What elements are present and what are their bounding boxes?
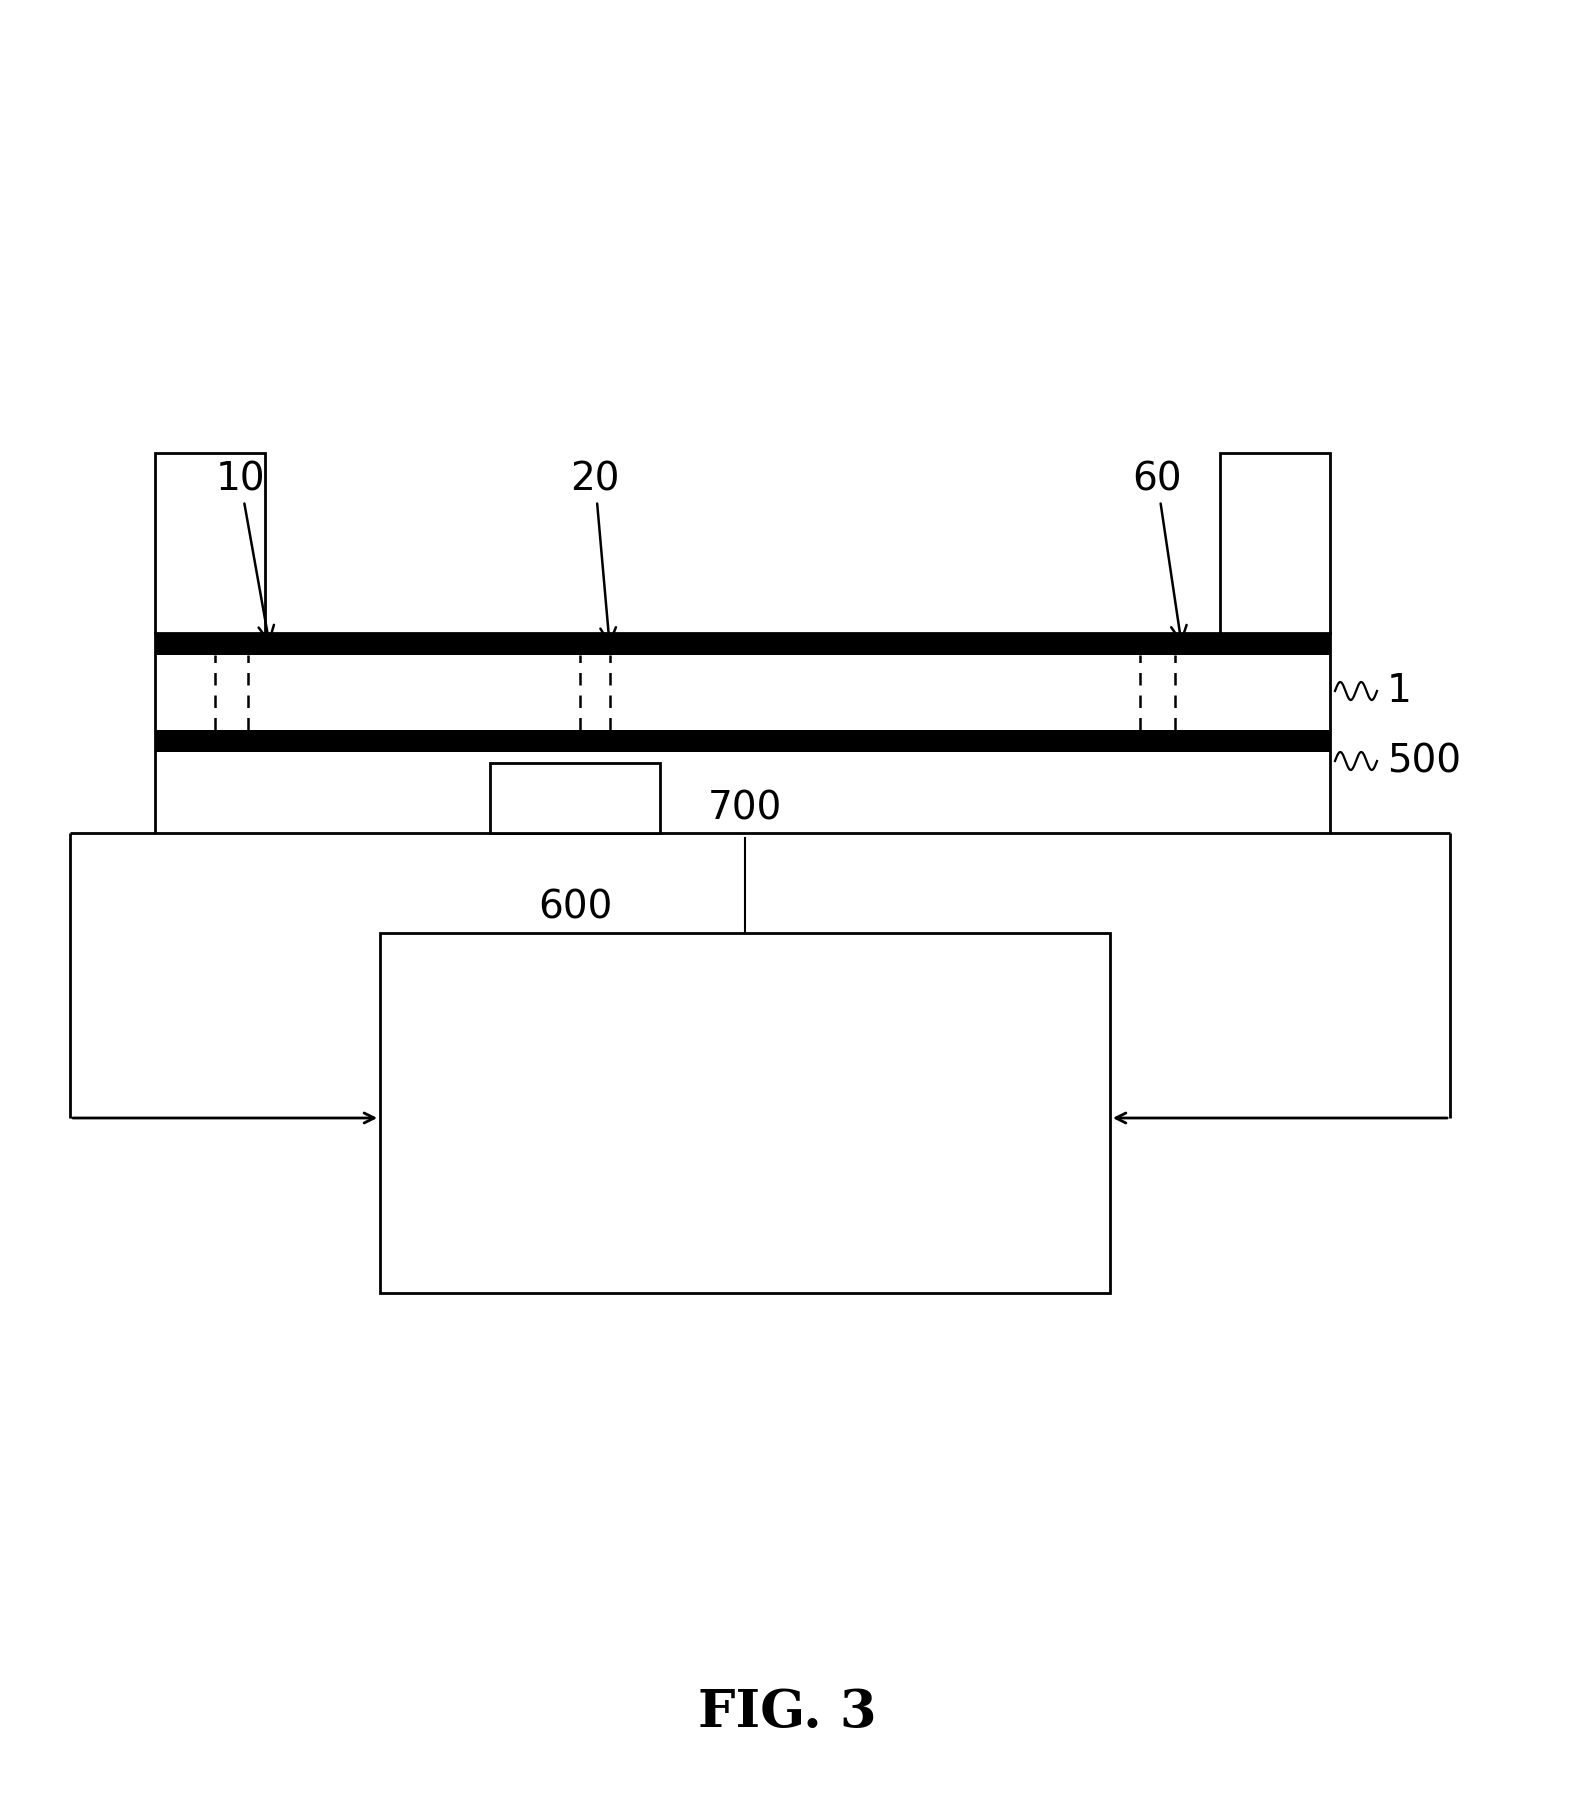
Bar (154, 633, 1330, 654)
Text: 700: 700 (708, 790, 782, 829)
Text: 20: 20 (570, 461, 620, 644)
Bar (154, 633, 1330, 832)
Bar (490, 763, 660, 832)
Text: 600: 600 (538, 888, 612, 926)
Bar (154, 453, 264, 633)
Text: 60: 60 (1132, 461, 1187, 642)
Bar (154, 731, 1330, 752)
Bar (1220, 453, 1330, 633)
Text: 10: 10 (216, 461, 274, 642)
Text: 1: 1 (1387, 673, 1412, 711)
Text: FIG. 3: FIG. 3 (697, 1688, 877, 1739)
Bar (379, 934, 1110, 1293)
Text: 500: 500 (1387, 742, 1461, 780)
